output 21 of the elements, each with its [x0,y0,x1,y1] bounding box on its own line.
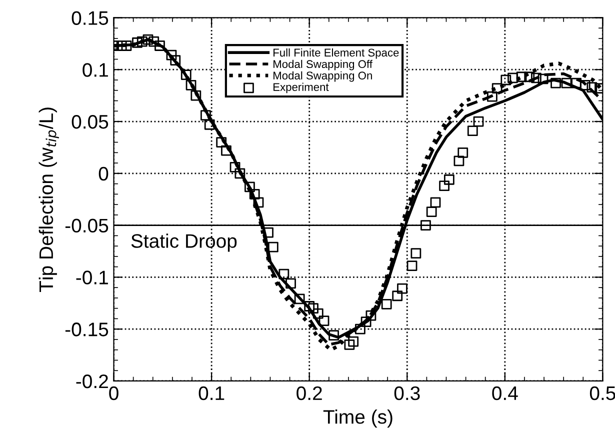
y-tick-label: 0.1 [82,63,108,77]
y-axis-title: Tip Deflection (w$_{tip}$/L) [38,108,59,292]
ref-line-label: Static Droop [131,234,237,252]
x-tick-label: 0.5 [590,386,615,400]
x-tick-label: 0.2 [296,386,322,400]
y-tick-label: -0.05 [65,218,108,233]
y-tick-label: 0.15 [72,11,108,25]
y-tick-label: -0.15 [65,322,108,336]
y-tick-label: 0.05 [72,114,108,129]
y-tick-label: 0 [98,166,108,181]
y-tick-label: -0.1 [76,270,108,284]
x-tick-label: 0.4 [492,386,518,400]
legend-label: Experiment [274,82,329,94]
legend-label: Modal Swapping Off [274,60,372,70]
legend-label: Modal Swapping On [274,71,372,82]
x-tick-label: 0.1 [198,386,224,400]
x-tick-label: 0 [109,386,118,400]
x-tick-label: 0.3 [394,386,420,400]
y-tick-label: -0.2 [76,374,108,388]
legend-label: Full Finite Element Space [274,48,399,59]
x-axis-title: Time (s) [323,410,392,428]
